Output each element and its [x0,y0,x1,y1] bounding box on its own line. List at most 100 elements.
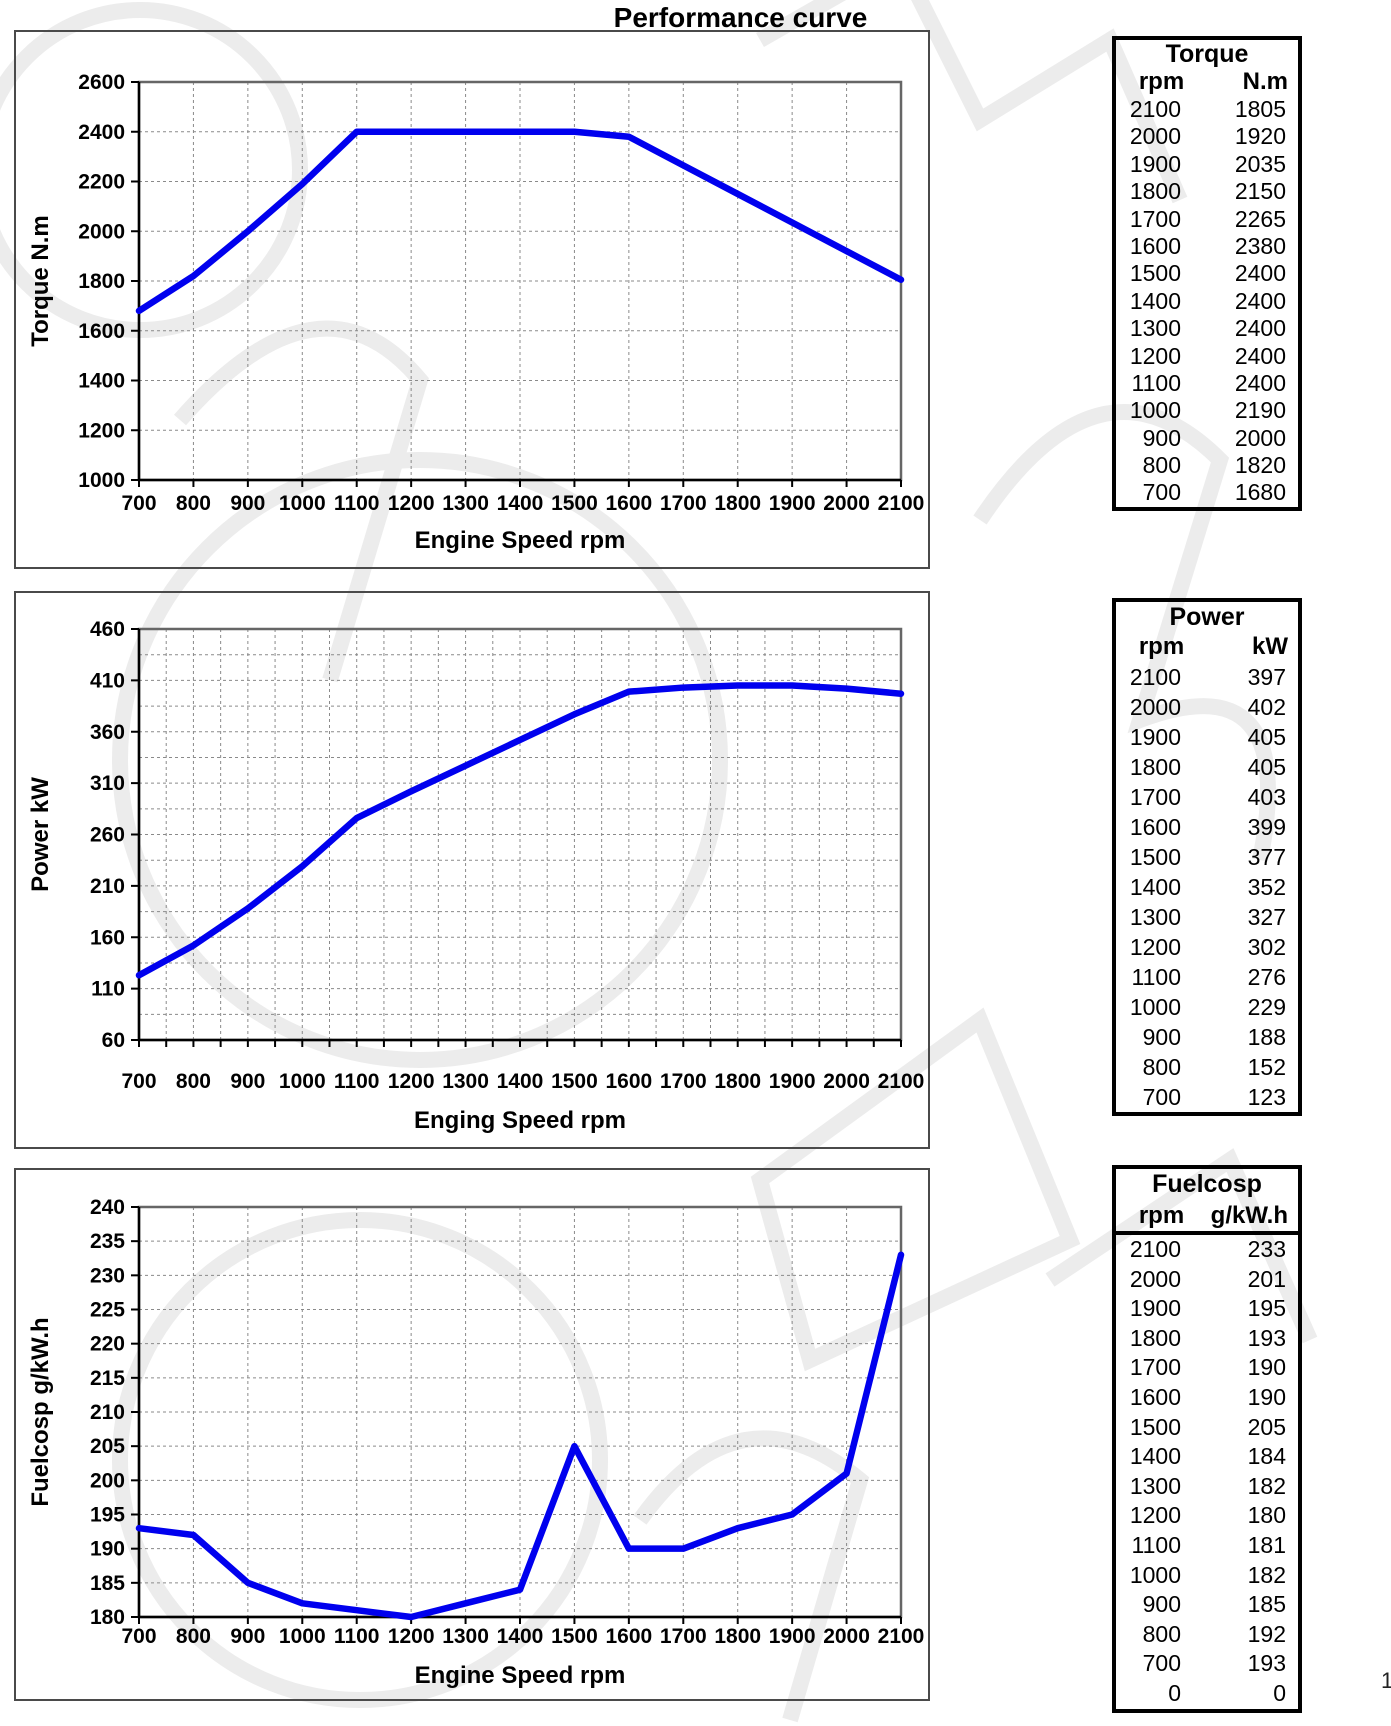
svg-text:220: 220 [90,1333,125,1356]
svg-text:900: 900 [230,492,265,515]
table-row: 1300 182 [1116,1472,1298,1502]
svg-text:2400: 2400 [78,121,125,144]
value-cell: 182 [1247,1561,1286,1588]
table-row: 800 1820 [1116,452,1298,479]
grid [139,1207,901,1617]
rpm-cell: 2100 [1129,96,1181,122]
rpm-cell: 1300 [1129,1472,1181,1499]
value-cell: 2265 [1234,205,1286,232]
svg-text:2000: 2000 [823,492,870,515]
svg-text:260: 260 [90,824,125,847]
value-cell: 233 [1247,1236,1286,1262]
svg-text:1200: 1200 [388,492,435,515]
rpm-cell: 800 [1142,1620,1181,1647]
svg-text:1500: 1500 [551,1070,598,1093]
rpm-cell: 1000 [1129,994,1181,1020]
svg-text:1600: 1600 [605,1070,652,1093]
value-cell: 1680 [1234,479,1286,506]
value-cell: 403 [1247,784,1286,810]
rpm-cell: 1300 [1129,315,1181,342]
value-cell: 0 [1273,1679,1286,1706]
svg-text:1600: 1600 [605,1625,652,1648]
svg-text:1300: 1300 [442,1625,489,1648]
svg-text:200: 200 [90,1469,125,1492]
svg-text:1400: 1400 [497,1070,544,1093]
svg-text:2000: 2000 [823,1070,870,1093]
value-cell: 1820 [1234,452,1286,479]
power-chart: 700 800 900 1000 1100 1200 1300 1400 1500 1600 170… [27,618,925,1134]
column-header-unit: N.m [1242,68,1288,95]
svg-text:1300: 1300 [442,492,489,515]
rpm-cell: 1300 [1129,904,1181,930]
svg-text:1100: 1100 [334,492,380,515]
page-title: Performance curve [613,2,868,33]
svg-text:1700: 1700 [660,492,707,515]
power-table: Power rpm kW 2100 397 2000 402 1900 405 1800 405 17… [1112,598,1302,1116]
table-row: 1400 184 [1116,1442,1298,1472]
x-axis-title: Enging Speed rpm [414,1107,626,1134]
svg-text:195: 195 [90,1504,125,1527]
value-cell: 327 [1247,904,1286,930]
rpm-cell: 1200 [1129,934,1181,960]
svg-text:1700: 1700 [660,1070,707,1093]
y-axis-title: Torque N.m [27,215,54,347]
rpm-cell: 1800 [1129,754,1181,780]
rpm-cell: 900 [1142,424,1181,451]
svg-text:1200: 1200 [388,1625,435,1648]
svg-text:225: 225 [90,1299,125,1322]
column-header-unit: g/kW.h [1210,1202,1288,1229]
svg-text:1800: 1800 [714,1070,761,1093]
grid [139,82,901,480]
table-row: 2000 201 [1116,1265,1298,1295]
svg-text:2200: 2200 [78,171,125,194]
value-cell: 302 [1247,934,1286,960]
power-column-headers: rpm kW [1116,632,1298,662]
rpm-cell: 2000 [1129,123,1181,150]
rpm-cell: 800 [1142,1054,1181,1080]
column-header-rpm: rpm [1138,1202,1185,1229]
axis-ticks [131,81,902,487]
svg-text:800: 800 [176,492,211,515]
torque-chart-panel: 700 800 900 1000 1100 1200 1300 1400 1500 1600 170… [14,30,930,569]
svg-text:900: 900 [230,1070,265,1093]
value-cell: 229 [1247,994,1286,1020]
table-row: 1900 195 [1116,1294,1298,1324]
fuel-chart-panel: 700 800 900 1000 1100 1200 1300 1400 1500 1600 170… [14,1168,930,1701]
svg-text:2100: 2100 [878,1070,925,1093]
power-chart-panel: 700 800 900 1000 1100 1200 1300 1400 1500 1600 170… [14,591,930,1149]
table-row: 2000 402 [1116,692,1298,722]
svg-text:1900: 1900 [769,1070,816,1093]
value-cell: 405 [1247,754,1286,780]
svg-text:460: 460 [90,618,125,641]
value-cell: 2150 [1234,178,1286,205]
svg-text:1700: 1700 [660,1625,707,1648]
rpm-cell: 2000 [1129,694,1181,720]
value-cell: 397 [1247,664,1286,690]
svg-text:1100: 1100 [334,1070,380,1093]
table-row: 2000 1920 [1116,123,1298,150]
svg-text:1800: 1800 [714,1625,761,1648]
column-header-unit: kW [1252,633,1288,660]
svg-text:1800: 1800 [78,270,125,293]
value-cell: 201 [1247,1265,1286,1292]
rpm-cell: 2100 [1129,1236,1181,1262]
svg-text:1000: 1000 [279,1070,326,1093]
rpm-cell: 1000 [1129,397,1181,424]
svg-text:240: 240 [90,1196,125,1219]
svg-text:215: 215 [90,1367,125,1390]
table-row: 2100 1805 [1116,96,1298,123]
value-cell: 192 [1247,1620,1286,1647]
axis-ticks [131,628,902,1047]
rpm-cell: 1400 [1129,287,1181,314]
svg-text:180: 180 [90,1606,125,1629]
svg-text:800: 800 [176,1070,211,1093]
value-cell: 193 [1247,1650,1286,1677]
svg-text:210: 210 [90,1401,125,1424]
rpm-cell: 1700 [1129,205,1181,232]
table-row: 1000 182 [1116,1561,1298,1591]
value-cell: 205 [1247,1413,1286,1440]
rpm-cell: 1000 [1129,1561,1181,1588]
value-cell: 2190 [1234,397,1286,424]
x-tick-labels: 700 800 900 1000 1100 1200 1300 1400 1500 1600 170… [121,1625,924,1648]
svg-text:160: 160 [90,926,125,949]
